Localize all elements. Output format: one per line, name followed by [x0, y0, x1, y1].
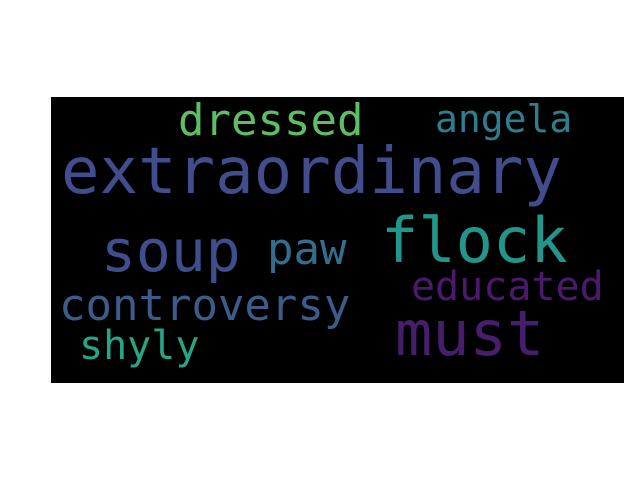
word-cloud: dressed angela extraordinary soup paw fl…	[51, 97, 624, 383]
word-angela: angela	[435, 97, 573, 141]
word-flock: flock	[381, 204, 568, 277]
word-controversy: controversy	[59, 280, 351, 331]
word-extraordinary: extraordinary	[61, 135, 562, 209]
word-paw: paw	[267, 224, 347, 275]
word-must: must	[395, 297, 545, 370]
word-dressed: dressed	[178, 97, 364, 146]
word-educated: educated	[411, 264, 604, 310]
word-shyly: shyly	[79, 323, 200, 369]
word-soup: soup	[101, 217, 241, 285]
